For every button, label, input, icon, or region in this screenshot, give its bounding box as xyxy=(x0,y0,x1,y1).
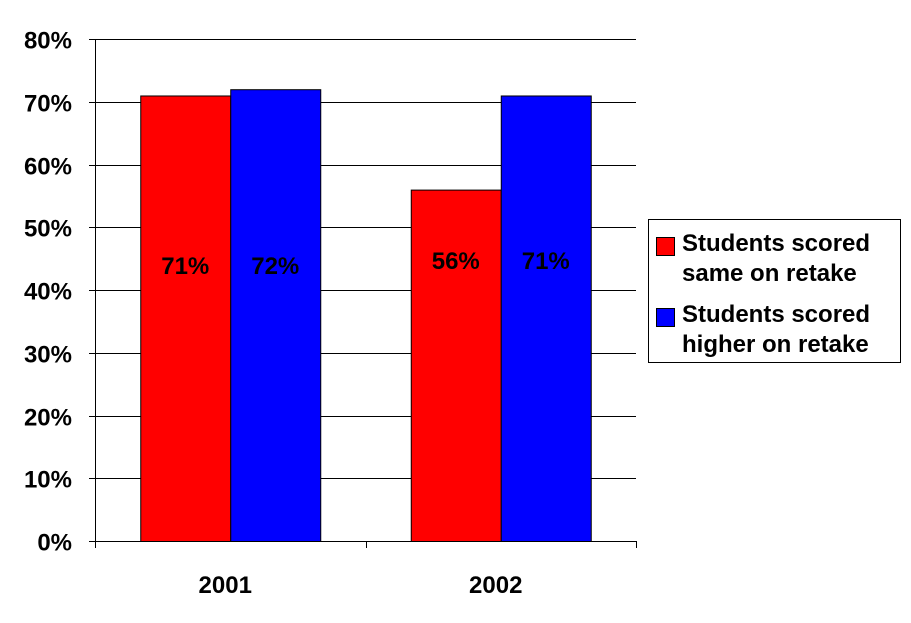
bar-2001-series-0 xyxy=(140,95,232,542)
legend-entry-same: Students scored same on retake xyxy=(656,229,897,289)
data-label-2002-series-0: 56% xyxy=(432,248,480,275)
bar-2001-series-1 xyxy=(230,89,322,542)
bars xyxy=(140,89,592,542)
y-tick-label-20: 20% xyxy=(24,405,72,432)
category-labels: 2001 2002 xyxy=(199,572,523,599)
category-label-2001: 2001 xyxy=(199,572,252,599)
category-label-2002: 2002 xyxy=(469,572,522,599)
data-label-2001-series-0: 71% xyxy=(161,253,209,280)
bar-2002-series-1 xyxy=(500,95,592,542)
y-tick-label-50: 50% xyxy=(24,216,72,243)
y-tick-label-80: 80% xyxy=(24,28,72,55)
y-tick-labels: 0% 10% 20% 30% 40% 50% 60% 70% 80% xyxy=(24,28,72,557)
y-tick-label-60: 60% xyxy=(24,154,72,181)
data-labels: 71% 72% 56% 71% xyxy=(161,248,570,280)
data-label-2001-series-1: 72% xyxy=(251,253,299,280)
legend: Students scored same on retake Students … xyxy=(648,219,901,363)
y-tick-label-40: 40% xyxy=(24,279,72,306)
legend-entry-higher: Students scored higher on retake xyxy=(656,300,897,360)
y-tick-label-10: 10% xyxy=(24,467,72,494)
y-tick-label-70: 70% xyxy=(24,91,72,118)
legend-swatch-same xyxy=(656,237,675,256)
legend-label-same: Students scored same on retake xyxy=(682,230,871,287)
data-label-2002-series-1: 71% xyxy=(522,248,570,275)
bar-2002-series-0 xyxy=(410,189,502,542)
y-tick-label-0: 0% xyxy=(37,530,72,557)
legend-swatch-higher xyxy=(656,308,675,327)
legend-label-higher: Students scored higher on retake xyxy=(682,301,871,358)
axes xyxy=(89,39,637,548)
y-tick-label-30: 30% xyxy=(24,342,72,369)
